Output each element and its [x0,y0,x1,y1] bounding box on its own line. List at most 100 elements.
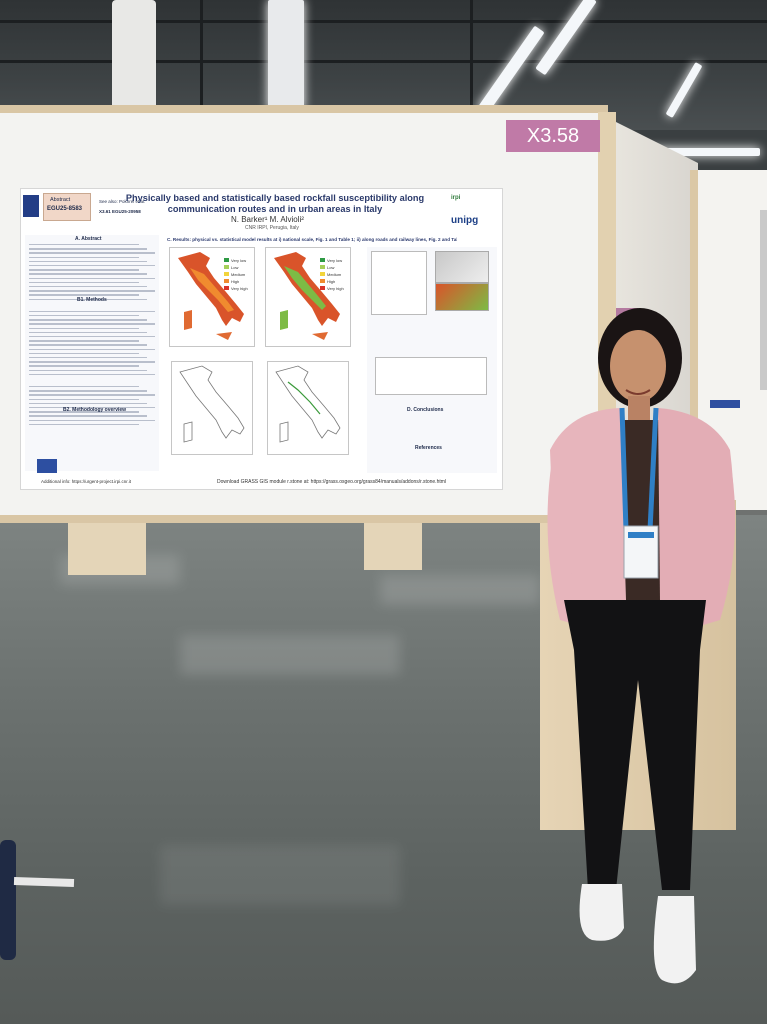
ceiling-beam [0,20,767,23]
ceiling-beam [200,0,203,130]
results-table [371,251,427,315]
urban-area-map [435,251,489,283]
eu-flag-icon [37,459,57,473]
text-line [29,244,139,246]
text-line [29,260,147,263]
legend-swatch [320,258,325,262]
right-shoe [653,896,696,984]
legend-label: Very high [327,286,344,291]
bag [0,840,16,960]
legend-swatch [224,272,229,276]
ceiling-light [665,62,703,118]
text-line [29,402,147,405]
text-line [29,340,139,342]
text-line [29,277,155,279]
text-line [29,369,147,371]
board-stand [364,515,422,570]
ceiling-light [477,25,545,115]
poster-affiliation: CNR IRPI, Perugia, Italy [245,225,299,231]
legend-label: High [327,279,336,284]
legend-swatch [224,279,229,283]
section-references: References [415,445,442,451]
text-line [29,336,155,338]
poster-right-column: D. Conclusions References [367,247,497,473]
legend-item: Medium [320,272,341,277]
italy-outline-roads [275,365,341,443]
legend-item: Low [320,265,334,270]
legend-item: Very high [224,286,248,291]
trousers [564,600,706,890]
legend-item: Very low [224,258,246,263]
eu-flag-icon [710,400,740,408]
text-line [29,315,139,317]
legend-label: Very low [231,258,247,263]
text-line [29,273,147,275]
legend-swatch [224,265,229,269]
text-line [29,398,139,400]
legend-swatch [224,258,229,262]
section-results: C. Results: physical vs. statistical mod… [167,237,457,242]
floor-reflection [380,575,540,605]
text-line [29,265,155,267]
irpi-logo: irpi [451,195,461,201]
lanyard [647,407,659,531]
text-line [29,386,139,388]
text-line [29,361,155,363]
see-also-text: See also: Pokhrel et al. [99,199,146,204]
section-methodology: B2. Methodology overview [63,407,127,413]
text-line [29,373,155,376]
poster-title: Physically based and statistically based… [125,193,425,214]
text-line [29,281,139,284]
legend-item: Medium [224,272,245,277]
text-line [29,331,147,334]
poster: Abstract EGU25-8583 See also: Pokhrel et… [20,188,503,490]
unipg-logo: unipg [451,215,479,226]
ceiling-beam [0,60,767,63]
text-line [29,256,139,258]
text-line [29,327,139,329]
person [547,308,736,984]
legend-label: High [231,279,240,284]
italy-map-mixed [274,252,340,340]
legend-label: Medium [327,272,342,277]
floor-reflection [160,845,400,905]
text-line [29,419,155,421]
neighbor-poster [760,210,767,390]
text-line [29,390,147,392]
italy-map-red [178,252,244,340]
floor-reflection [180,635,400,675]
text-line [29,248,147,250]
ceiling-light [620,148,760,156]
abstract-box [43,193,91,221]
text-line [29,294,139,296]
susceptibility-map-1: Very low Low Medium High Very high [169,247,255,347]
legend-swatch [320,265,325,269]
session-text: X3.61 EGU25-20958 [99,209,141,214]
summary-table [375,357,487,395]
outline-map-2 [267,361,349,455]
left-shoe [579,884,624,941]
ceiling-light [535,0,597,76]
abstract-id: EGU25-8583 [47,206,83,212]
text-line [29,357,147,359]
poster-left-column: A. Abstract B1. Methods B2. Methodology … [25,235,159,471]
face [610,330,666,402]
lanyard [619,407,629,531]
text-line [29,352,139,355]
text-line [29,269,139,271]
legend-label: Medium [231,272,246,277]
text-line [29,323,155,325]
outline-map-1 [171,361,253,455]
legend-label: Low [327,265,335,270]
legend-swatch [320,272,325,276]
legend-label: Very high [231,286,248,291]
text-line [29,252,155,254]
board-stand [68,515,146,575]
board-number-tag: X3.58 [506,120,600,152]
text-line [29,290,155,292]
legend-item: Very low [320,258,342,263]
text-line [29,394,155,396]
text-line [29,344,147,346]
abstract-label: Abstract [50,197,71,203]
ceiling-beam [470,0,473,130]
